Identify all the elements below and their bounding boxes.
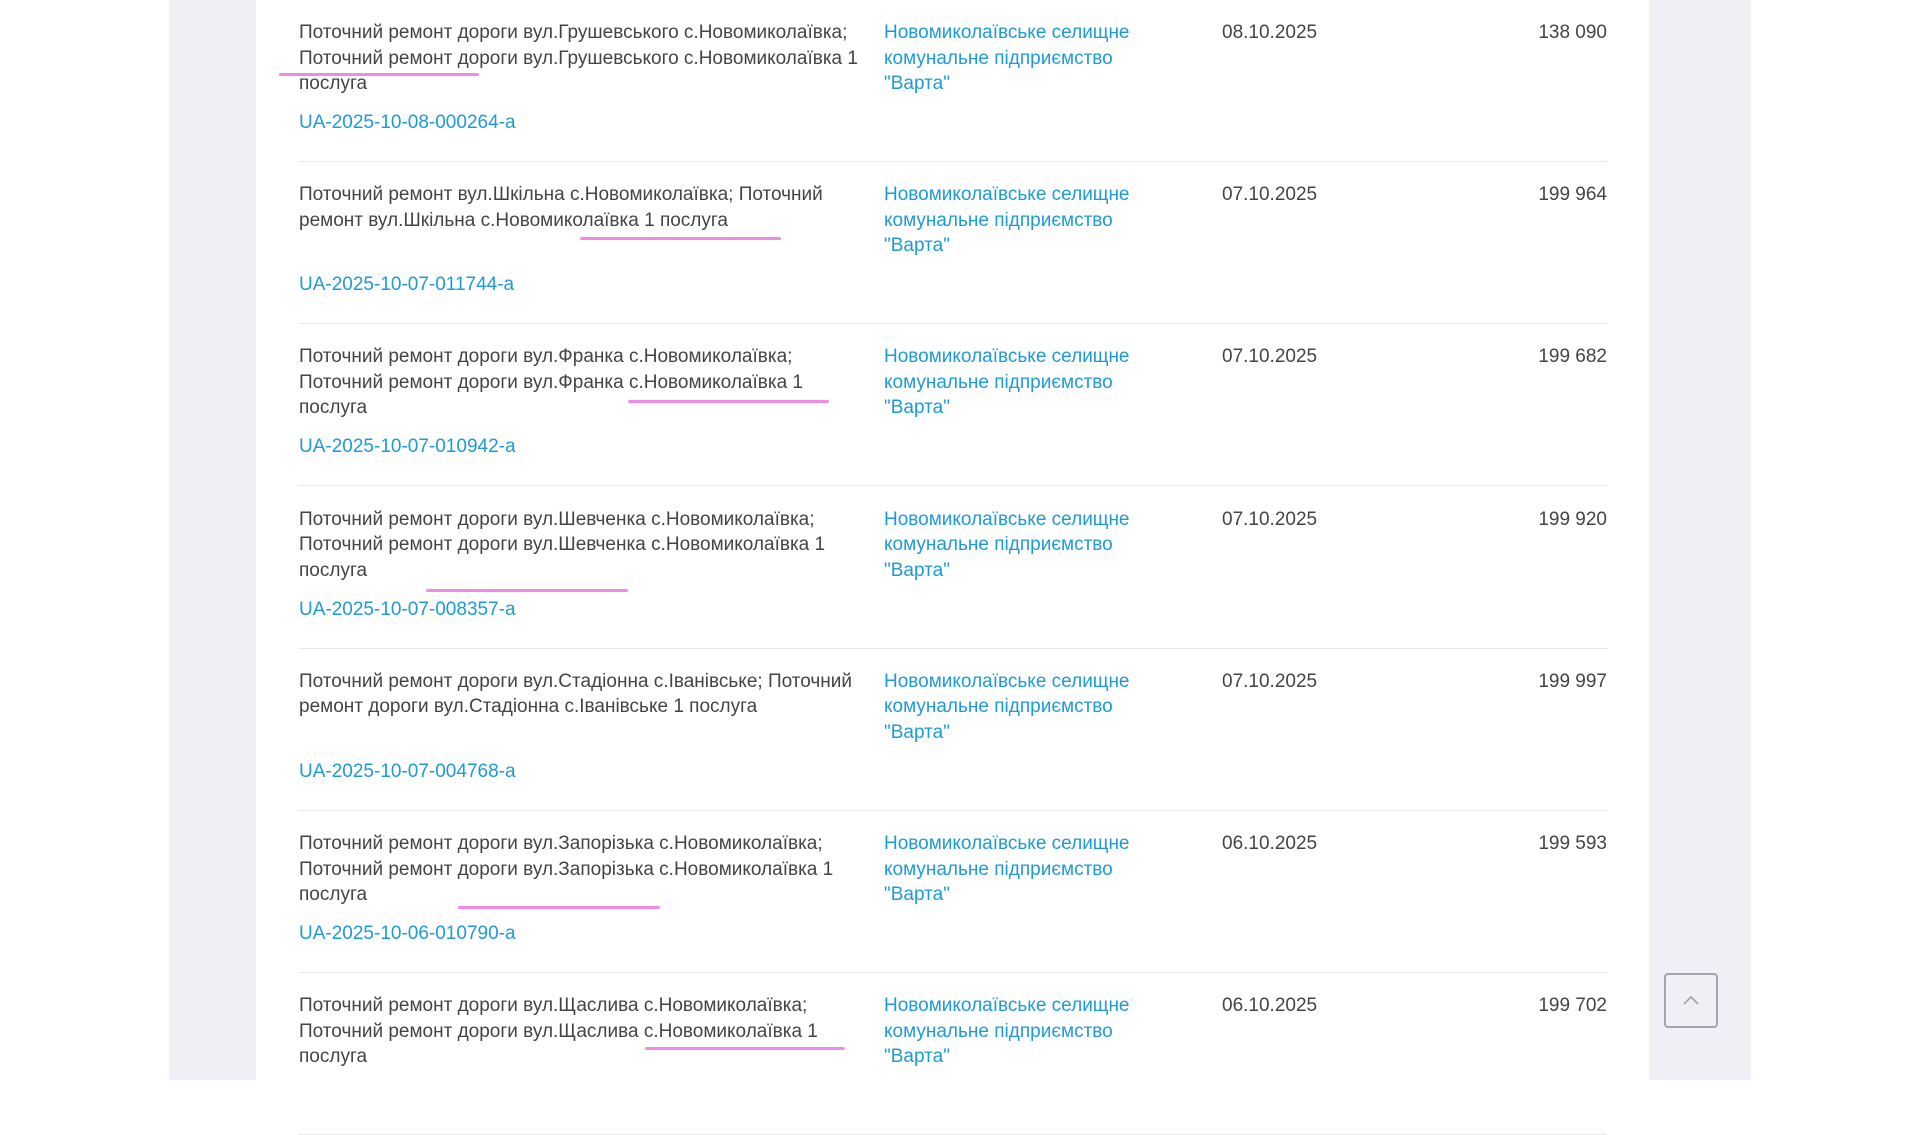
highlight-underline	[458, 906, 660, 909]
organization-link[interactable]: Новомиколаївське селищне комунальне підп…	[884, 508, 1130, 581]
tender-title: Поточний ремонт дороги вул.Щаслива с.Нов…	[299, 995, 818, 1068]
organization-link[interactable]: Новомиколаївське селищне комунальне підп…	[884, 995, 1130, 1068]
tender-list: Поточний ремонт дороги вул.Грушевського …	[256, 0, 1649, 1135]
highlight-underline	[426, 589, 628, 592]
row-divider	[299, 809, 1607, 811]
tender-id-link[interactable]: UA-2025-10-07-010942-a	[299, 436, 516, 458]
tender-date: 08.10.2025	[1222, 22, 1318, 43]
organization-link[interactable]: Новомиколаївське селищне комунальне підп…	[884, 833, 1130, 905]
highlight-underline	[628, 400, 829, 403]
tender-date: 07.10.2025	[1222, 508, 1318, 530]
tender-id-link[interactable]: UA-2025-10-06-010790-a	[299, 923, 516, 944]
tender-title: Поточний ремонт дороги вул.Грушевського …	[299, 22, 858, 94]
organization-link[interactable]: Новомиколаївське селищне комунальне підп…	[884, 184, 1130, 257]
tender-id-link[interactable]: UA-2025-10-07-011744-a	[299, 274, 515, 296]
tender-id-link[interactable]: UA-2025-10-07-008357-a	[299, 598, 516, 620]
tender-amount: 199 920	[1538, 508, 1607, 530]
organization-link[interactable]: Новомиколаївське селищне комунальне підп…	[884, 22, 1130, 94]
table-row: Поточний ремонт вул.Шкільна с.Новомикола…	[299, 162, 1607, 325]
tender-amount: 199 702	[1538, 995, 1607, 1017]
highlight-underline	[580, 237, 781, 240]
table-row: Поточний ремонт дороги вул.Запорізька с.…	[299, 811, 1607, 973]
tender-id-link[interactable]: UA-2025-10-07-004768-a	[299, 760, 516, 782]
row-divider	[299, 161, 1607, 162]
tender-date: 07.10.2025	[1222, 184, 1318, 206]
tender-amount: 138 090	[1538, 22, 1607, 43]
table-row: Поточний ремонт дороги вул.Шевченка с.Но…	[299, 487, 1607, 649]
tender-title: Поточний ремонт дороги вул.Шевченка с.Но…	[299, 508, 826, 581]
organization-link[interactable]: Новомиколаївське селищне комунальне підп…	[884, 670, 1130, 743]
tender-date: 06.10.2025	[1222, 833, 1318, 854]
row-divider	[299, 485, 1607, 487]
tender-amount: 199 593	[1538, 833, 1607, 854]
table-row: Поточний ремонт дороги вул.Щаслива с.Нов…	[299, 973, 1607, 1135]
scroll-to-top-button[interactable]	[1664, 973, 1718, 1028]
tender-date: 07.10.2025	[1222, 346, 1318, 368]
tender-title: Поточний ремонт дороги вул.Франка с.Ново…	[299, 346, 803, 419]
tender-title: Поточний ремонт вул.Шкільна с.Новомикола…	[299, 184, 823, 231]
highlight-underline	[645, 1047, 845, 1050]
tender-amount: 199 682	[1538, 346, 1607, 368]
chevron-up-icon	[1683, 995, 1699, 1005]
organization-link[interactable]: Новомиколаївське селищне комунальне підп…	[884, 346, 1130, 419]
table-row: Поточний ремонт дороги вул.Грушевського …	[299, 0, 1607, 162]
row-divider	[299, 972, 1607, 973]
tender-amount: 199 997	[1538, 670, 1607, 692]
row-divider	[299, 323, 1607, 325]
table-row: Поточний ремонт дороги вул.Стадіонна с.І…	[299, 649, 1607, 811]
highlight-underline	[279, 73, 479, 76]
tender-title: Поточний ремонт дороги вул.Стадіонна с.І…	[299, 670, 853, 718]
table-row: Поточний ремонт дороги вул.Франка с.Ново…	[299, 324, 1607, 487]
row-divider	[299, 647, 1607, 649]
tender-date: 07.10.2025	[1222, 670, 1318, 692]
tender-id-link[interactable]: UA-2025-10-08-000264-a	[299, 112, 516, 133]
tender-date: 06.10.2025	[1222, 995, 1318, 1017]
tender-title: Поточний ремонт дороги вул.Запорізька с.…	[299, 833, 834, 905]
tender-amount: 199 964	[1538, 184, 1607, 206]
